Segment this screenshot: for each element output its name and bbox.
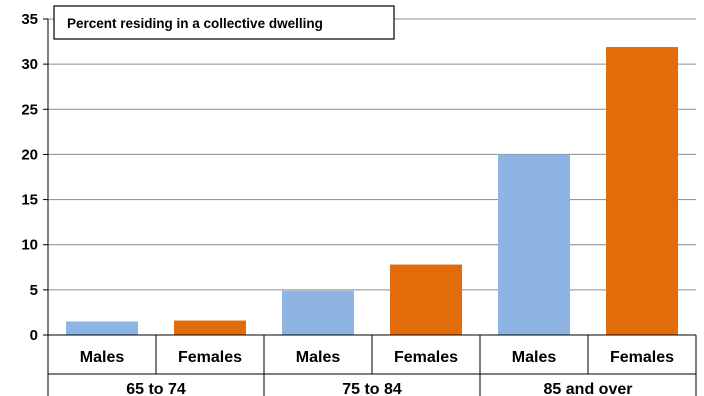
bar-85-and-over-males [498, 154, 570, 335]
x-group-label: 85 and over [544, 381, 633, 396]
x-category-label: Females [394, 349, 458, 366]
bar-85-and-over-females [606, 46, 678, 335]
y-tick-label: 20 [21, 146, 38, 163]
x-category-label: Males [80, 349, 125, 366]
x-group-label: 65 to 74 [126, 381, 186, 396]
y-tick-label: 0 [30, 327, 38, 344]
x-category-label: Females [610, 349, 674, 366]
x-axis-groups: 65 to 74 75 to 84 85 and over [126, 381, 632, 396]
bar-75-to-84-males [282, 290, 354, 335]
bar-65-to-74-males [66, 321, 138, 335]
x-group-label: 75 to 84 [342, 381, 402, 396]
y-tick-label: 10 [21, 237, 38, 254]
x-category-label: Males [512, 349, 557, 366]
axes [47, 19, 697, 396]
y-tick-label: 15 [21, 192, 38, 209]
x-axis-categories: Males Females Males Females Males Females [80, 349, 674, 366]
x-category-label: Females [178, 349, 242, 366]
bars [66, 46, 678, 335]
y-axis-ticks: 0 5 10 15 20 25 30 35 [21, 11, 48, 344]
chart-title: Percent residing in a collective dwellin… [67, 16, 323, 31]
x-category-label: Males [296, 349, 341, 366]
bar-75-to-84-females [390, 264, 462, 335]
gridlines [48, 18, 696, 291]
y-tick-label: 30 [21, 56, 38, 73]
y-tick-label: 25 [21, 101, 38, 118]
y-tick-label: 5 [30, 282, 38, 299]
bar-65-to-74-females [174, 320, 246, 335]
y-tick-label: 35 [21, 11, 38, 28]
chart-title-box: Percent residing in a collective dwellin… [53, 5, 395, 40]
